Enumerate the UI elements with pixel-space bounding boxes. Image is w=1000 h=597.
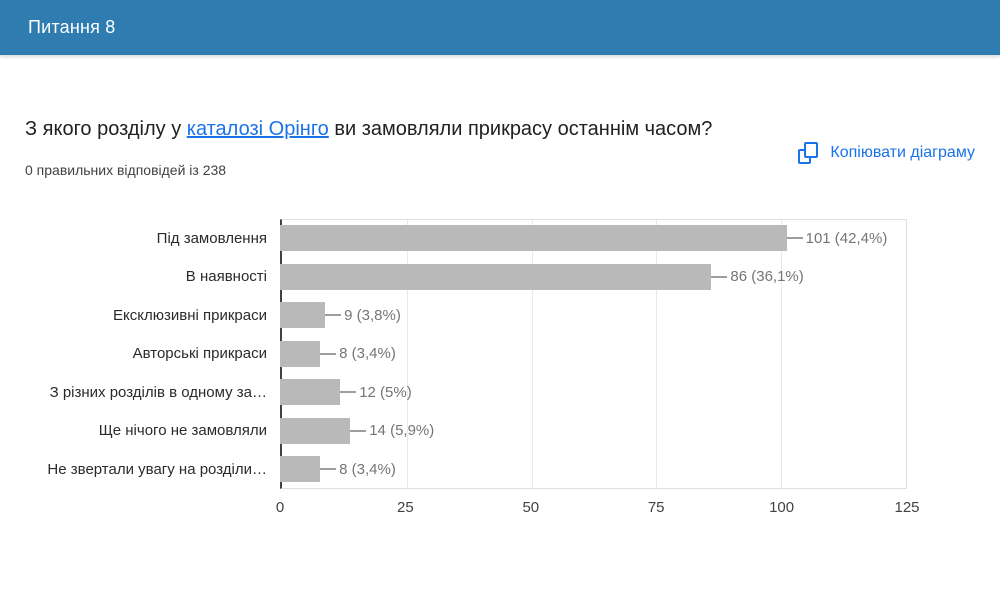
chart-row: Авторські прикраси 8 (3,4%) <box>35 335 907 374</box>
chart-bar <box>280 225 787 252</box>
chart-gridline <box>406 220 408 488</box>
chart-value-label: 14 (5,9%) <box>369 422 435 440</box>
copy-icon <box>798 142 819 164</box>
chart-value-leader-line <box>325 314 342 317</box>
chart-x-tick-label: 75 <box>647 498 665 516</box>
chart-bar-track: 86 (36,1%) <box>280 263 907 290</box>
question-text-before-link: З якого розділу у <box>25 118 187 140</box>
chart-category-label: Не звертали увагу на розділи… <box>47 460 267 478</box>
correct-answers-stats: 0 правильних відповідей із 238 <box>25 162 227 178</box>
chart-bar <box>280 340 321 367</box>
catalog-link[interactable]: каталозі Орінго <box>186 118 329 140</box>
question-title: З якого розділу у каталозі Орінго ви зам… <box>25 111 755 148</box>
question-card: Копіювати діаграму З якого розділу у кат… <box>0 111 1000 523</box>
chart-value-leader-line <box>711 275 728 278</box>
chart-x-tick-label: 100 <box>769 498 795 516</box>
chart-category-label: В наявності <box>185 268 267 286</box>
chart-x-tick-label: 0 <box>275 498 285 516</box>
chart-category-label: Під замовлення <box>156 229 267 247</box>
chart-value-leader-line <box>350 429 367 432</box>
chart-gridline <box>656 220 658 488</box>
chart-value-leader-line <box>786 237 803 240</box>
chart-row: В наявності 86 (36,1%) <box>35 258 907 297</box>
chart-bar-track: 8 (3,4%) <box>280 456 907 483</box>
chart-value-leader-line <box>320 468 337 471</box>
chart-bar <box>280 263 712 290</box>
chart-bar-track: 9 (3,8%) <box>280 302 907 329</box>
question-header-banner: Питання 8 <box>0 0 1000 55</box>
chart-x-tick-label: 125 <box>894 498 920 516</box>
chart-x-axis: 0 25 50 75 100 125 <box>276 489 920 523</box>
chart-row: З різних розділів в одному за… 12 (5%) <box>35 373 907 412</box>
chart-gridline <box>531 220 533 488</box>
chart-x-tick-label: 25 <box>397 498 414 516</box>
copy-chart-button-label: Копіювати діаграму <box>830 144 975 161</box>
chart-bar <box>280 417 351 444</box>
chart-bar <box>280 456 321 483</box>
chart-row: Ексклюзивні прикраси 9 (3,8%) <box>35 296 907 335</box>
chart-bar <box>280 379 341 406</box>
chart-bar-track: 101 (42,4%) <box>280 225 907 252</box>
chart-row: Ще нічого не замовляли 14 (5,9%) <box>35 412 907 451</box>
chart-value-label: 8 (3,4%) <box>339 460 396 478</box>
chart-category-label: З різних розділів в одному за… <box>49 383 267 401</box>
chart-category-label: Авторські прикраси <box>132 345 267 363</box>
chart-value-label: 8 (3,4%) <box>339 345 396 363</box>
chart-bar <box>280 302 326 329</box>
responses-bar-chart: Під замовлення 101 (42,4%) В наявності 86 (… <box>35 219 920 523</box>
chart-value-label: 12 (5%) <box>359 383 412 401</box>
chart-bar-track: 14 (5,9%) <box>280 417 907 444</box>
chart-x-tick-label: 50 <box>522 498 540 516</box>
question-text-after-link: ви замовляли прикрасу останнім часом? <box>328 118 713 140</box>
chart-category-label: Ексклюзивні прикраси <box>113 306 267 324</box>
chart-bar-track: 8 (3,4%) <box>280 340 907 367</box>
chart-row: Під замовлення 101 (42,4%) <box>35 219 907 258</box>
chart-gridline <box>781 220 783 488</box>
chart-bar-track: 12 (5%) <box>280 379 907 406</box>
chart-value-leader-line <box>320 352 337 355</box>
chart-value-label: 101 (42,4%) <box>805 229 888 247</box>
copy-chart-button[interactable]: Копіювати діаграму <box>798 142 975 164</box>
chart-value-label: 9 (3,8%) <box>344 306 401 324</box>
chart-value-label: 86 (36,1%) <box>730 268 804 286</box>
chart-row: Не звертали увагу на розділи… 8 (3,4%) <box>35 450 907 489</box>
question-header-title: Питання 8 <box>28 17 116 37</box>
chart-category-label: Ще нічого не замовляли <box>98 422 267 440</box>
chart-value-leader-line <box>340 391 357 394</box>
